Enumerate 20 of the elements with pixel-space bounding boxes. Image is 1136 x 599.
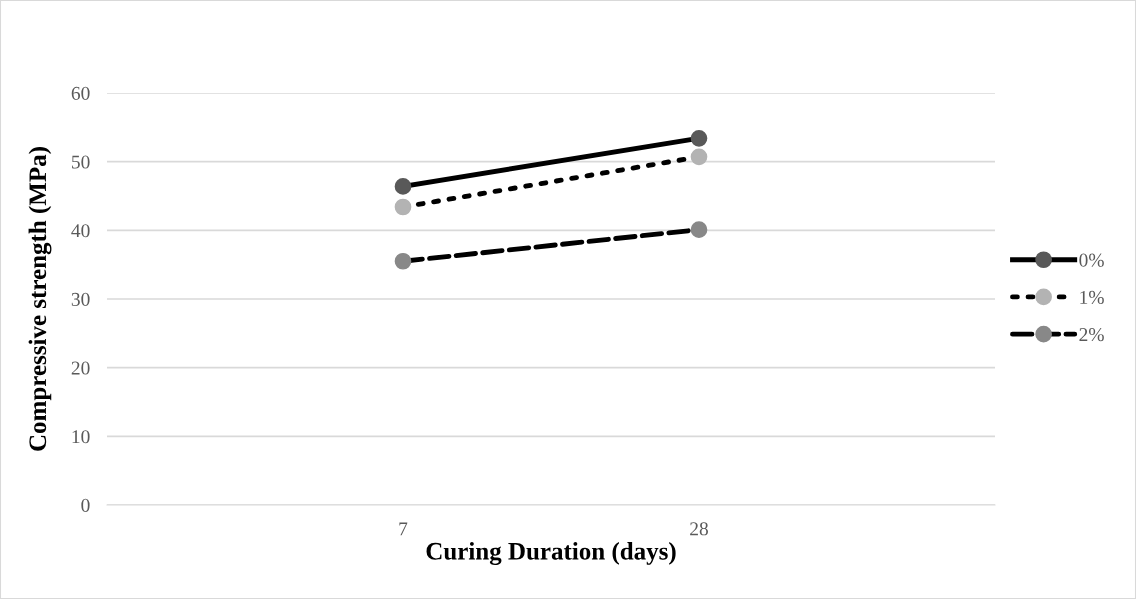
point <box>394 178 412 195</box>
y-axis-title: Compressive strength (MPa) <box>28 147 52 451</box>
point <box>690 221 708 238</box>
legend-label: 0% <box>1079 253 1104 267</box>
legend-label: 2% <box>1079 328 1104 342</box>
y-tick-label: 10 <box>72 430 90 444</box>
y-tick-label: 0 <box>81 498 90 512</box>
point <box>394 198 412 216</box>
x-axis-title: Curing Duration (days) <box>426 542 676 565</box>
y-tick-label: 20 <box>71 361 90 375</box>
y-tick-label: 30 <box>71 292 90 306</box>
point <box>690 129 708 147</box>
y-tick-label: 60 <box>71 86 90 100</box>
x-tick-label: 7 <box>399 522 408 536</box>
x-tick-label: 28 <box>690 522 708 536</box>
point <box>690 148 708 166</box>
point <box>394 252 412 270</box>
legend-label: 1% <box>1080 290 1104 304</box>
y-tick-label: 50 <box>72 155 90 169</box>
y-tick-label: 40 <box>71 224 90 238</box>
